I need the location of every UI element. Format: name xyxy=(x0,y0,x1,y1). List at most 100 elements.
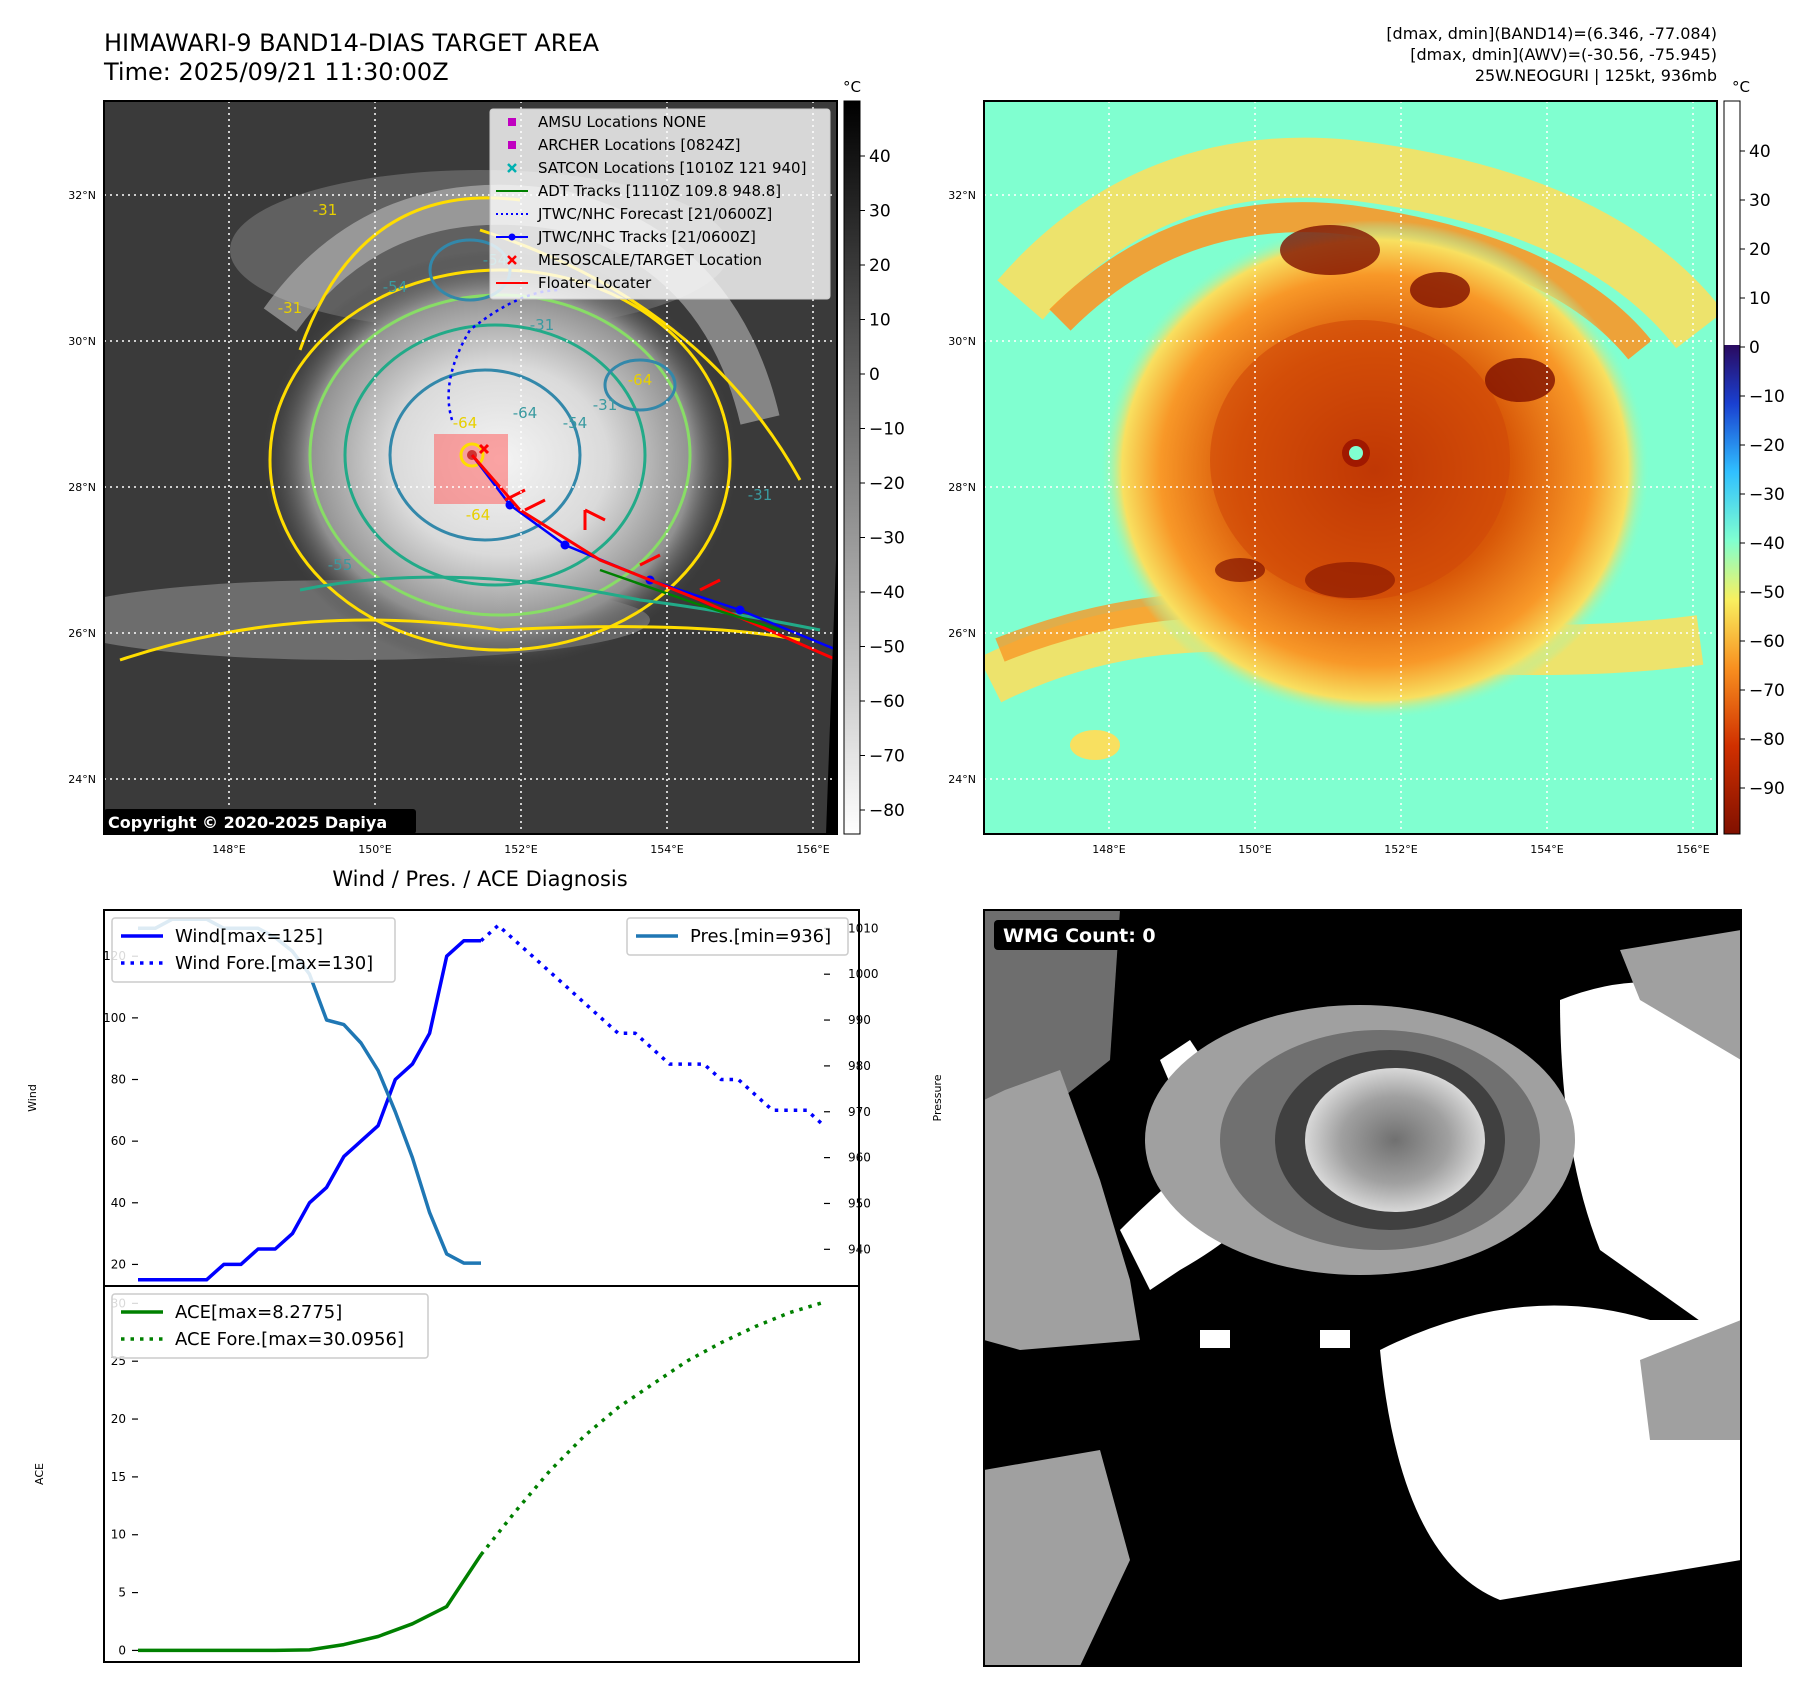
figure-title: HIMAWARI-9 BAND14-DIAS TARGET AREA xyxy=(104,29,600,57)
wind-chart-ytick-label: 100 xyxy=(103,1011,126,1025)
ir-colorbar-tick-label: −80 xyxy=(869,801,905,821)
legend-marker-square xyxy=(508,118,516,126)
wind-chart-ytick-right-label: 990 xyxy=(848,1013,871,1027)
ace-chart-ytick-label: 0 xyxy=(118,1643,126,1657)
ir-lon-labels: 148°E 150°E 152°E 154°E 156°E xyxy=(212,843,829,856)
ir-colorbar-tick-label: 0 xyxy=(869,365,880,385)
wind-legend: Wind[max=125] Wind Fore.[max=130] xyxy=(111,917,396,983)
ir-lat-label: 30°N xyxy=(68,335,96,348)
ir-lon-label: 156°E xyxy=(796,843,829,856)
awv-map-frame xyxy=(983,100,1718,835)
map-legend-item: ARCHER Locations [0824Z] xyxy=(508,136,741,154)
contour-label: -64 xyxy=(628,371,653,389)
pressure-legend-label: Pres.[min=936] xyxy=(690,926,831,947)
wind-chart-ytick-right-label: 1000 xyxy=(848,967,879,981)
ir-lat-label: 24°N xyxy=(68,773,96,786)
wind-chart-ytick-right-label: 960 xyxy=(848,1151,871,1165)
awv-colorbar-tick-label: −50 xyxy=(1749,583,1785,603)
wind-legend-label: Wind[max=125] xyxy=(175,926,323,947)
ace-legend: ACE[max=8.2775] ACE Fore.[max=30.0956] xyxy=(111,1293,429,1359)
awv-lon-label: 150°E xyxy=(1238,843,1271,856)
contour-label: -64 xyxy=(466,506,491,524)
contour-label: -31 xyxy=(278,299,303,317)
wmg-count-badge: WMG Count: 0 xyxy=(994,920,1179,950)
wind-chart-ytick-right-label: 940 xyxy=(848,1242,871,1256)
ace-chart-series-1 xyxy=(479,1300,825,1556)
awv-colorbar-tick-label: −80 xyxy=(1749,730,1785,750)
map-legend-label: SATCON Locations [1010Z 121 940] xyxy=(538,159,806,177)
map-legend-label: ADT Tracks [1110Z 109.8 948.8] xyxy=(538,182,781,200)
wind-chart-series-1 xyxy=(479,923,826,1128)
awv-colorbar-tick-label: −30 xyxy=(1749,485,1785,505)
map-legend-item: JTWC/NHC Forecast [21/0600Z] xyxy=(496,205,772,223)
ir-lon-label: 148°E xyxy=(212,843,245,856)
ace-axis-label: ACE xyxy=(33,1463,46,1485)
wmg-frame xyxy=(983,909,1742,1667)
info-awv: [dmax, dmin](AWV)=(-30.56, -75.945) xyxy=(1410,45,1717,64)
ir-colorbar-tick-label: 10 xyxy=(869,311,891,331)
wind-chart-ytick-right-label: 950 xyxy=(848,1196,871,1210)
contour-label: -64 xyxy=(513,404,538,422)
ace-chart-ytick-label: 15 xyxy=(111,1470,126,1484)
map-legend-label: JTWC/NHC Forecast [21/0600Z] xyxy=(537,205,772,223)
awv-lat-label: 26°N xyxy=(948,627,976,640)
ir-colorbar-tick-label: −70 xyxy=(869,747,905,767)
awv-lat-label: 24°N xyxy=(948,773,976,786)
ace-chart-series-0 xyxy=(138,1553,483,1653)
awv-colorbar-tick-label: −60 xyxy=(1749,632,1785,652)
awv-lat-label: 30°N xyxy=(948,335,976,348)
awv-map-panel xyxy=(984,101,1717,834)
wmg-count-text: WMG Count: 0 xyxy=(1003,925,1156,947)
contour-label: -64 xyxy=(453,414,478,432)
awv-colorbar-tick-label: 20 xyxy=(1749,240,1771,260)
ir-colorbar xyxy=(843,100,861,835)
contour-label: -54 xyxy=(563,414,588,432)
contour-label: -31 xyxy=(593,396,618,414)
wind-axis-label: Wind xyxy=(26,1084,39,1112)
awv-colorbar-tick-label: 40 xyxy=(1749,142,1771,162)
ir-colorbar-tick-label: −30 xyxy=(869,529,905,549)
wind-chart-series-0 xyxy=(138,939,481,1282)
ir-map-legend: AMSU Locations NONE ARCHER Locations [082… xyxy=(489,108,831,300)
awv-colorbar-tick-label: −70 xyxy=(1749,681,1785,701)
awv-lat-label: 32°N xyxy=(948,189,976,202)
map-legend-item: ADT Tracks [1110Z 109.8 948.8] xyxy=(496,182,781,200)
pressure-legend: Pres.[min=936] xyxy=(626,917,849,956)
legend-marker-x xyxy=(507,163,517,173)
info-storm: 25W.NEOGURI | 125kt, 936mb xyxy=(1475,66,1717,85)
wind-chart-ytick-label: 60 xyxy=(111,1134,126,1148)
awv-colorbar-tick-label: 0 xyxy=(1749,338,1760,358)
ir-lon-label: 154°E xyxy=(650,843,683,856)
ace-chart-ytick-label: 5 xyxy=(118,1586,126,1600)
awv-lat-labels: 32°N 30°N 28°N 26°N 24°N xyxy=(948,189,976,786)
ir-lon-label: 150°E xyxy=(358,843,391,856)
info-band14: [dmax, dmin](BAND14)=(6.346, -77.084) xyxy=(1386,24,1717,43)
ir-lat-label: 32°N xyxy=(68,189,96,202)
ir-colorbar-tick-label: 40 xyxy=(869,147,891,167)
wind-chart-ytick-label: 20 xyxy=(111,1257,126,1271)
ir-colorbar-ticks: 40 30 20 10 0 −10 −20 −30 −40 −50 −60 −70 −80 xyxy=(860,147,905,821)
ir-lat-label: 28°N xyxy=(68,481,96,494)
figure-time: Time: 2025/09/21 11:30:00Z xyxy=(103,58,449,86)
wind-chart-ytick-right-label: 980 xyxy=(848,1059,871,1073)
map-legend-label: ARCHER Locations [0824Z] xyxy=(538,136,741,154)
awv-lon-label: 154°E xyxy=(1530,843,1563,856)
ir-colorbar-tick-label: 30 xyxy=(869,202,891,222)
awv-colorbar-tick-label: 10 xyxy=(1749,289,1771,309)
ir-colorbar-tick-label: −40 xyxy=(869,583,905,603)
awv-colorbar xyxy=(1723,100,1741,835)
ir-colorbar-tick-label: 20 xyxy=(869,256,891,276)
copyright-text: Copyright © 2020-2025 Dapiya xyxy=(108,813,387,832)
ace-legend-label: ACE[max=8.2775] xyxy=(175,1302,342,1323)
ir-lat-labels: 32°N 30°N 28°N 26°N 24°N xyxy=(68,189,96,786)
awv-colorbar-unit: °C xyxy=(1732,78,1750,96)
awv-lat-label: 28°N xyxy=(948,481,976,494)
awv-colorbar-tick-label: −90 xyxy=(1749,779,1785,799)
map-legend-label: MESOSCALE/TARGET Location xyxy=(538,251,762,269)
legend-marker-square xyxy=(508,141,516,149)
awv-colorbar-tick-label: −40 xyxy=(1749,534,1785,554)
ace-forecast-legend-label: ACE Fore.[max=30.0956] xyxy=(175,1329,404,1350)
ir-colorbar-tick-label: −20 xyxy=(869,474,905,494)
contour-label: -31 xyxy=(530,316,555,334)
wind-chart-ytick-label: 80 xyxy=(111,1073,126,1087)
